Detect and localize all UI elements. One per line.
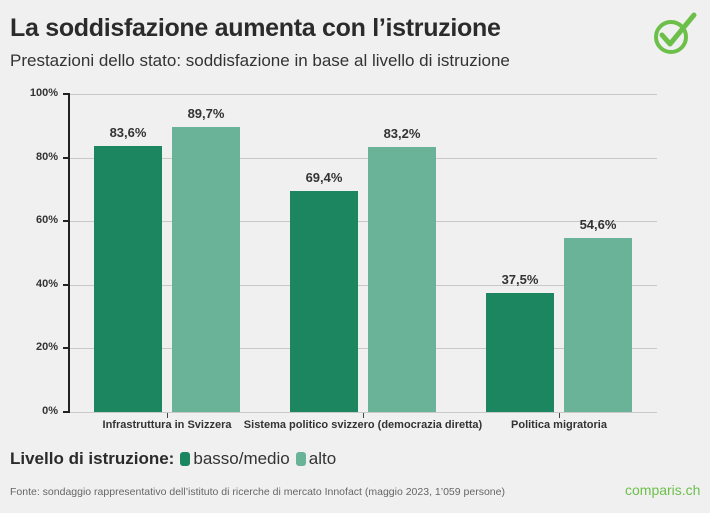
legend-swatch [295, 452, 306, 466]
y-tick [63, 411, 69, 413]
source-note: Fonte: sondaggio rappresentativo dell’is… [10, 486, 505, 498]
chart-title: La soddisfazione aumenta con l’istruzion… [10, 14, 501, 42]
y-tick-label: 40% [35, 277, 58, 290]
legend-item-alto: alto [295, 449, 337, 469]
bar-alto [368, 147, 436, 412]
bar-chart: 0% 20% 40% 60% 80% 100% 83,6% 89,7% Infrastruttu… [29, 87, 657, 431]
legend-swatch [180, 452, 191, 466]
bar-value-label: 37,5% [501, 271, 539, 287]
bar-value-label: 69,4% [305, 170, 343, 186]
bar-value-label: 83,2% [383, 126, 421, 142]
y-axis [68, 93, 70, 413]
bar-value-label: 89,7% [187, 105, 225, 121]
y-tick-label: 20% [35, 341, 58, 354]
y-tick-label: 60% [35, 214, 58, 227]
y-tick [63, 283, 69, 286]
bar-value-label: 54,6% [579, 217, 617, 233]
gridline [70, 157, 657, 159]
bar-basso-medio [290, 191, 358, 412]
legend-title: Livello di istruzione: [10, 449, 175, 468]
bar-basso-medio [94, 146, 162, 412]
chart-subtitle: Prestazioni dello stato: soddisfazione i… [10, 51, 510, 70]
x-tick [363, 413, 364, 418]
gridline [70, 94, 657, 95]
gridline [70, 221, 657, 223]
y-tick [63, 347, 69, 350]
gridline [70, 284, 657, 286]
x-category-label: Infrastruttura in Svizzera [102, 419, 232, 431]
gridline [70, 348, 657, 350]
x-category-label: Politica migratoria [511, 419, 607, 431]
y-tick-label: 0% [42, 405, 58, 417]
y-tick [63, 93, 69, 95]
y-tick [63, 156, 69, 159]
legend-item-basso-medio: basso/medio [180, 449, 290, 469]
legend: Livello di istruzione: basso/medio alto [10, 449, 342, 469]
checkmark-circle-icon [654, 12, 697, 54]
legend-label: basso/medio [193, 449, 290, 468]
brand-logo-text: comparis.ch [625, 482, 701, 498]
bar-basso-medio [486, 292, 554, 412]
x-tick [167, 413, 168, 418]
bar-alto [172, 126, 240, 412]
x-category-label: Sistema politico svizzero (democrazia di… [243, 419, 483, 431]
y-tick-label: 100% [29, 87, 58, 99]
bar-alto [564, 238, 632, 412]
legend-label: alto [308, 449, 337, 468]
x-tick [559, 413, 560, 418]
y-tick-label: 80% [35, 150, 58, 163]
y-tick [63, 220, 69, 223]
bar-value-label: 83,6% [109, 125, 147, 141]
gridline [70, 412, 657, 413]
